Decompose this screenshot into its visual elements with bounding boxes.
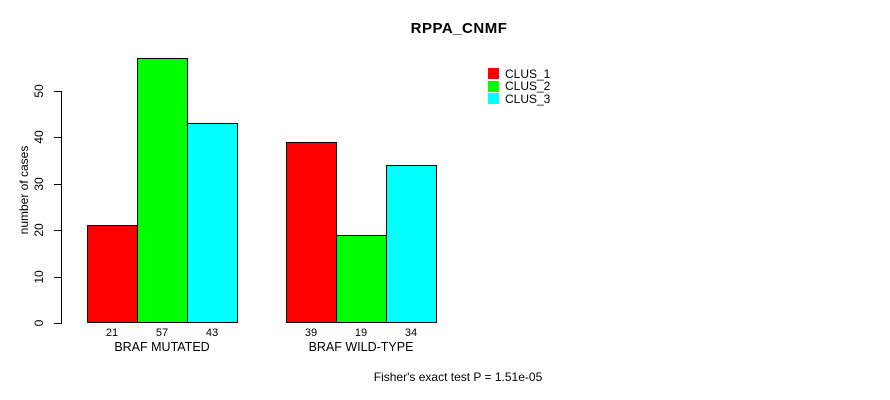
- legend-label-clus_3: CLUS_3: [505, 91, 551, 106]
- legend-swatch-clus_3: [488, 93, 499, 104]
- y-tick-label: 20: [32, 223, 46, 237]
- y-tick-mark: [54, 183, 61, 185]
- bar-value-label: 19: [354, 327, 368, 339]
- bar-value-label: 34: [404, 327, 418, 339]
- legend-label-clus_2: CLUS_2: [505, 79, 551, 93]
- y-tick-label: 0: [32, 319, 46, 327]
- fisher-test-annotation: Fisher's exact test P = 1.51e-05: [373, 370, 543, 384]
- legend-label-clus_1: CLUS_1: [505, 66, 551, 81]
- category-label: BRAF WILD-TYPE: [308, 340, 414, 354]
- y-tick-mark: [54, 90, 61, 92]
- bar-clus_3: [386, 165, 437, 323]
- y-tick-label: 30: [32, 176, 46, 191]
- y-tick-label: 10: [32, 269, 46, 284]
- y-tick-mark: [54, 323, 61, 324]
- y-tick-label: 50: [32, 83, 46, 98]
- y-axis-title: number of cases: [17, 145, 31, 235]
- legend-swatch-clus_1: [488, 68, 499, 79]
- y-tick-label: 40: [32, 130, 46, 144]
- bar-value-label: 21: [105, 327, 119, 339]
- bar-clus_2: [336, 235, 387, 323]
- category-label: BRAF MUTATED: [114, 340, 210, 354]
- legend-swatch-clus_2: [488, 80, 499, 92]
- y-tick-mark: [54, 230, 61, 231]
- bar-value-label: 57: [155, 327, 169, 339]
- chart-title: RPPA_CNMF: [410, 20, 508, 37]
- bar-clus_2: [137, 58, 188, 323]
- bar-clus_1: [87, 225, 138, 323]
- y-axis-line: [61, 90, 62, 324]
- y-tick-mark: [54, 137, 61, 138]
- bar-value-label: 39: [304, 327, 318, 339]
- bar-clus_1: [286, 142, 337, 323]
- bar-clus_3: [187, 123, 238, 323]
- bar-value-label: 43: [205, 327, 219, 339]
- y-tick-mark: [54, 276, 61, 278]
